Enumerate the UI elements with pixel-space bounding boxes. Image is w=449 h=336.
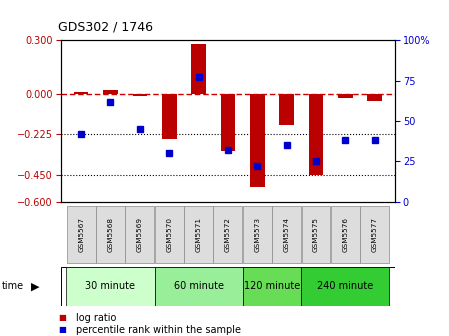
Text: GSM5567: GSM5567: [78, 217, 84, 252]
Bar: [360, 206, 389, 263]
Bar: [367, 94, 382, 101]
Text: log ratio: log ratio: [76, 312, 117, 323]
Bar: [220, 94, 235, 152]
Bar: [279, 94, 294, 125]
Bar: [331, 206, 360, 263]
Bar: [162, 94, 176, 139]
Text: ■: ■: [58, 313, 66, 322]
Bar: [125, 206, 154, 263]
Bar: [191, 44, 206, 94]
Bar: [301, 267, 389, 306]
Bar: [308, 94, 323, 175]
Bar: [213, 206, 242, 263]
Text: 240 minute: 240 minute: [317, 282, 374, 291]
Bar: [302, 206, 330, 263]
Bar: [132, 94, 147, 96]
Text: GSM5576: GSM5576: [342, 217, 348, 252]
Bar: [250, 94, 264, 187]
Text: GSM5570: GSM5570: [166, 217, 172, 252]
Text: GSM5572: GSM5572: [225, 217, 231, 252]
Text: GSM5568: GSM5568: [107, 217, 114, 252]
Bar: [67, 206, 96, 263]
Bar: [154, 267, 242, 306]
Bar: [103, 90, 118, 94]
Text: 30 minute: 30 minute: [85, 282, 136, 291]
Bar: [184, 206, 213, 263]
Text: GSM5571: GSM5571: [195, 217, 202, 252]
Bar: [74, 92, 88, 94]
Text: 120 minute: 120 minute: [244, 282, 300, 291]
Bar: [155, 206, 184, 263]
Text: GSM5574: GSM5574: [284, 217, 290, 252]
Bar: [272, 206, 301, 263]
Bar: [338, 94, 352, 98]
Text: ■: ■: [58, 326, 66, 334]
Text: ▶: ▶: [31, 282, 39, 291]
Text: GSM5573: GSM5573: [254, 217, 260, 252]
Text: time: time: [2, 282, 24, 291]
Text: GSM5575: GSM5575: [313, 217, 319, 252]
Bar: [242, 267, 301, 306]
Text: 60 minute: 60 minute: [173, 282, 224, 291]
Text: GSM5569: GSM5569: [137, 217, 143, 252]
Bar: [96, 206, 125, 263]
Bar: [66, 267, 154, 306]
Text: GDS302 / 1746: GDS302 / 1746: [58, 20, 154, 34]
Bar: [243, 206, 272, 263]
Text: GSM5577: GSM5577: [372, 217, 378, 252]
Text: percentile rank within the sample: percentile rank within the sample: [76, 325, 241, 335]
